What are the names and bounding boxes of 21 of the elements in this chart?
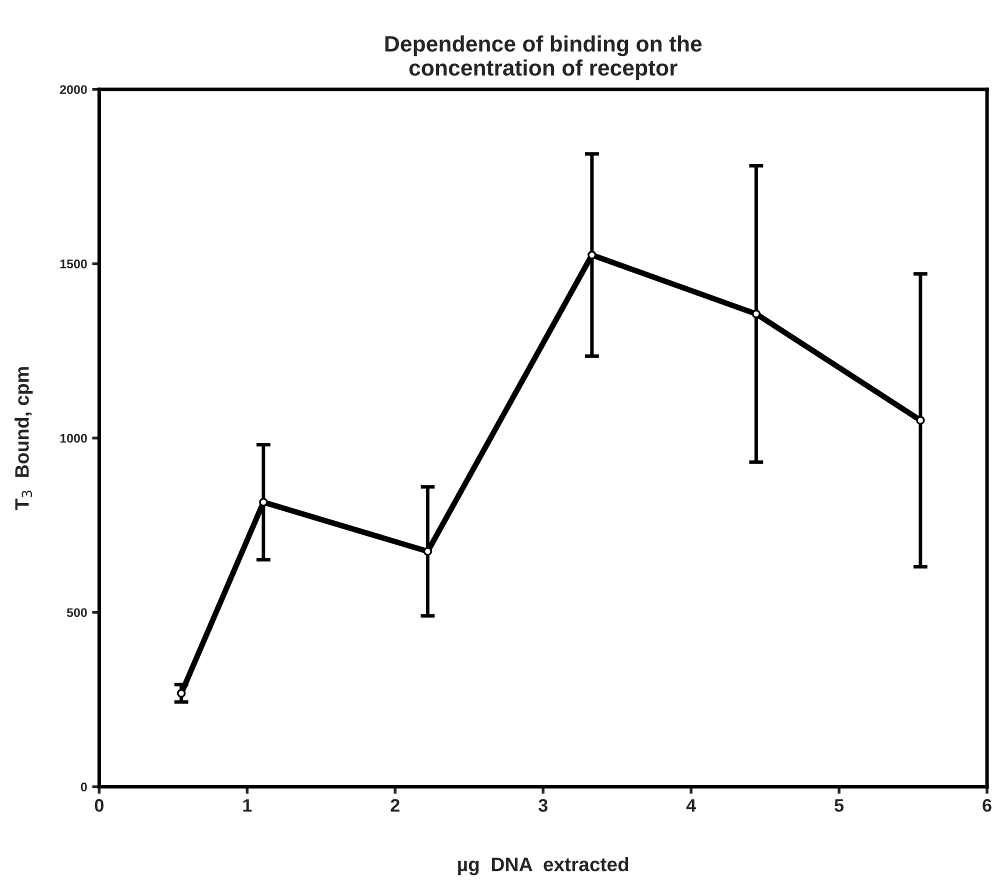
y-tick-label: 500 xyxy=(66,608,87,618)
chart-title: Dependence of binding on the concentration of receptor xyxy=(385,35,702,80)
y-tick-label: 2000 xyxy=(60,85,87,94)
x-tick-label: 2 xyxy=(390,799,400,812)
x-axis-title: µg DNA extracted xyxy=(458,857,628,876)
point xyxy=(423,547,432,556)
x-tick-label: 3 xyxy=(538,799,548,812)
x-tick-label: 4 xyxy=(686,799,696,812)
y-axis-title: T$_{3}$ Bound, cpm xyxy=(14,367,33,510)
point xyxy=(752,310,761,318)
x-tick-label: 0 xyxy=(94,799,104,812)
point xyxy=(588,250,596,260)
y-tick-label: 1000 xyxy=(60,434,87,443)
x-tick-label: 6 xyxy=(982,799,992,812)
point xyxy=(259,498,268,507)
point xyxy=(916,416,925,425)
point xyxy=(176,688,186,698)
y-tick-label: 1500 xyxy=(60,260,87,268)
x-tick-label: 5 xyxy=(834,799,844,812)
y-tick-label: 0 xyxy=(80,782,87,792)
x-tick-label: 1 xyxy=(243,799,252,812)
